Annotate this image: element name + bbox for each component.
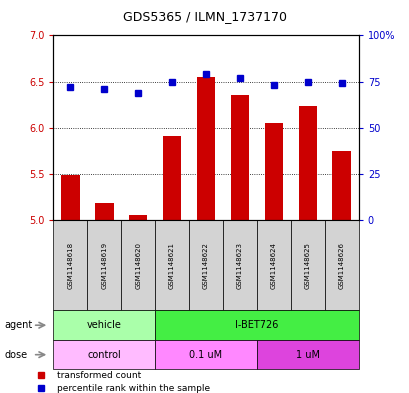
- Text: GSM1148621: GSM1148621: [169, 242, 175, 289]
- Text: vehicle: vehicle: [87, 320, 121, 330]
- Bar: [256, 340, 358, 369]
- Bar: [121, 220, 155, 310]
- Text: percentile rank within the sample: percentile rank within the sample: [57, 384, 210, 393]
- Text: control: control: [87, 350, 121, 360]
- Text: GSM1148620: GSM1148620: [135, 242, 141, 289]
- Bar: [324, 220, 358, 310]
- Bar: [290, 220, 324, 310]
- Bar: [230, 95, 249, 220]
- Text: GSM1148618: GSM1148618: [67, 242, 73, 289]
- Bar: [94, 202, 113, 220]
- Text: GSM1148625: GSM1148625: [304, 242, 310, 289]
- Bar: [264, 123, 283, 220]
- Bar: [155, 220, 189, 310]
- Text: 0.1 uM: 0.1 uM: [189, 350, 222, 360]
- Bar: [155, 340, 256, 369]
- Bar: [298, 106, 317, 220]
- Bar: [61, 175, 79, 220]
- Text: GSM1148623: GSM1148623: [236, 242, 243, 289]
- Text: GSM1148626: GSM1148626: [338, 242, 344, 289]
- Text: GSM1148624: GSM1148624: [270, 242, 276, 289]
- Bar: [53, 340, 155, 369]
- Bar: [128, 215, 147, 220]
- Bar: [53, 310, 155, 340]
- Text: transformed count: transformed count: [57, 371, 141, 380]
- Text: GDS5365 / ILMN_1737170: GDS5365 / ILMN_1737170: [123, 10, 286, 23]
- Bar: [87, 220, 121, 310]
- Text: 1 uM: 1 uM: [295, 350, 319, 360]
- Bar: [155, 310, 358, 340]
- Text: GSM1148622: GSM1148622: [202, 242, 209, 289]
- Bar: [222, 220, 256, 310]
- Text: GSM1148619: GSM1148619: [101, 242, 107, 289]
- Text: agent: agent: [4, 320, 32, 330]
- Bar: [189, 220, 222, 310]
- Bar: [196, 77, 215, 220]
- Bar: [53, 220, 87, 310]
- Text: dose: dose: [4, 350, 27, 360]
- Text: I-BET726: I-BET726: [235, 320, 278, 330]
- Bar: [256, 220, 290, 310]
- Bar: [332, 151, 350, 220]
- Bar: [162, 136, 181, 220]
